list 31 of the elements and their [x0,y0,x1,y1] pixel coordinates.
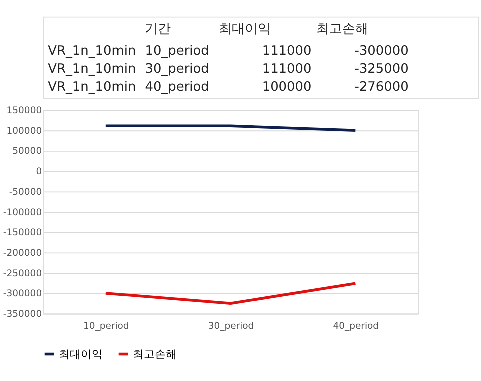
text: -276000 [354,80,409,96]
text: 111000 [262,44,312,59]
text: -325000 [354,62,409,78]
y-tick-label: -300000 [3,288,42,300]
legend-label: 최고손해 [133,348,178,361]
legend-label: 최대이익 [59,348,104,361]
text: 최고손해 [316,22,368,38]
y-tick-label: -150000 [3,228,42,239]
text: 기간 [145,22,172,38]
text: 최대이익 [219,22,272,38]
y-tick-label: 150000 [6,106,42,117]
y-tick-label: 0 [36,166,42,178]
category-label: 10_period [145,44,210,59]
text: VR_1n_10min [48,44,136,59]
x-tick-label: 10_period [83,321,130,332]
y-tick-label: -250000 [3,268,42,280]
x-tick-label: 30_period [208,321,254,332]
y-tick-label: -100000 [3,207,42,218]
y-tick-label: -50000 [9,186,42,198]
category-label: 30_period [145,62,210,78]
text: 111000 [262,62,312,78]
y-tick-label: -200000 [3,248,42,259]
y-tick-label: 100000 [6,126,42,137]
text: VR_1n_10min [48,80,136,96]
y-tick-label: -350000 [3,309,42,320]
y-tick-label: 50000 [12,146,42,158]
text: -300000 [354,44,409,59]
category-label: 40_period [145,80,210,96]
text: 100000 [262,80,312,96]
x-tick-label: 40_period [333,321,380,332]
text: VR_1n_10min [48,62,136,78]
